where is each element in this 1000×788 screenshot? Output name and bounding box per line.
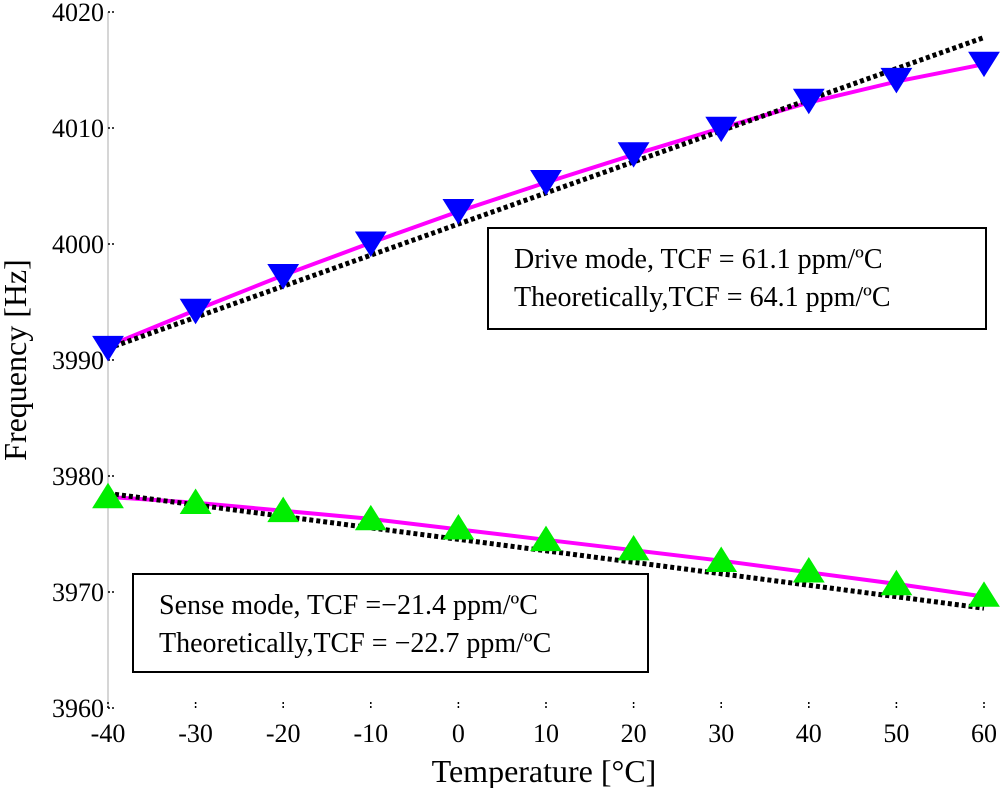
sense-mode-tcf-label: Sense mode, TCF =−21.4 ppm/ºC xyxy=(159,590,538,621)
y-tick-label: 4000 xyxy=(52,230,104,259)
drive-mode-measured-point xyxy=(880,67,913,94)
drive-mode-tcf-label: Drive mode, TCF = 61.1 ppm/ºC xyxy=(514,244,883,275)
drive-mode-measured-point xyxy=(617,142,650,168)
x-tick-label: -30 xyxy=(178,719,213,748)
y-axis-ticks: 3960 3970 3980 3990 4000 4010 4020 xyxy=(52,0,116,723)
drive-mode-measured-point xyxy=(442,199,475,225)
plot-markers xyxy=(92,51,1000,607)
x-tick-label: 0 xyxy=(452,719,465,748)
x-tick-label: -10 xyxy=(353,719,388,748)
drive-mode-annotation-box: Drive mode, TCF = 61.1 ppm/ºC Theoretica… xyxy=(487,227,987,330)
sense-mode-measured-point xyxy=(617,534,650,561)
drive-mode-measured-point xyxy=(179,298,212,325)
y-tick-label: 3980 xyxy=(52,462,104,491)
x-axis-title: Temperature [°C] xyxy=(432,753,657,788)
sense-mode-measured-point xyxy=(179,488,212,514)
drive-mode-measured-point xyxy=(792,88,825,115)
x-tick-label: 60 xyxy=(971,719,997,748)
y-tick-label: 3960 xyxy=(52,694,104,723)
sense-mode-measured-point xyxy=(442,514,475,540)
drive-mode-measured-point xyxy=(530,170,562,196)
x-tick-label: 10 xyxy=(533,719,559,748)
sense-mode-annotation-box: Sense mode, TCF =−21.4 ppm/ºC Theoretica… xyxy=(132,573,649,673)
drive-mode-measured-point xyxy=(92,335,124,362)
drive-mode-measured-point xyxy=(968,51,1000,78)
sense-mode-measured-point xyxy=(792,557,825,583)
x-tick-label: -20 xyxy=(266,719,301,748)
x-tick-label: 20 xyxy=(621,719,647,748)
drive-mode-measured-point xyxy=(705,116,738,143)
y-tick-label: 4020 xyxy=(52,0,104,27)
y-tick-label: 4010 xyxy=(52,114,104,143)
sense-mode-measured-point xyxy=(267,496,300,523)
sense-mode-measured-point xyxy=(354,504,387,531)
drive-mode-measured-point xyxy=(267,264,300,290)
x-tick-label: -40 xyxy=(91,719,126,748)
drive-mode-theoretical-label: Theoretically,TCF = 64.1 ppm/ºC xyxy=(514,282,891,313)
sense-mode-theoretical-label: Theoretically,TCF = −22.7 ppm/ºC xyxy=(159,628,552,659)
x-tick-label: 30 xyxy=(708,719,734,748)
sense-mode-measured-point xyxy=(92,482,124,509)
drive-mode-measured-point xyxy=(354,231,387,257)
sense-mode-measured-point xyxy=(880,569,913,596)
y-tick-label: 3970 xyxy=(52,578,104,607)
x-tick-label: 40 xyxy=(796,719,822,748)
sense-mode-measured-point xyxy=(530,525,562,552)
x-tick-label: 50 xyxy=(883,719,909,748)
sense-mode-measured-point xyxy=(705,546,738,572)
x-axis-ticks: -40 -30 -20 -10 0 10 20 30 40 50 60 xyxy=(91,700,997,748)
y-axis-title: Frequency [Hz] xyxy=(0,259,33,461)
sense-mode-measured-point xyxy=(968,581,1000,607)
y-tick-label: 3990 xyxy=(52,346,104,375)
